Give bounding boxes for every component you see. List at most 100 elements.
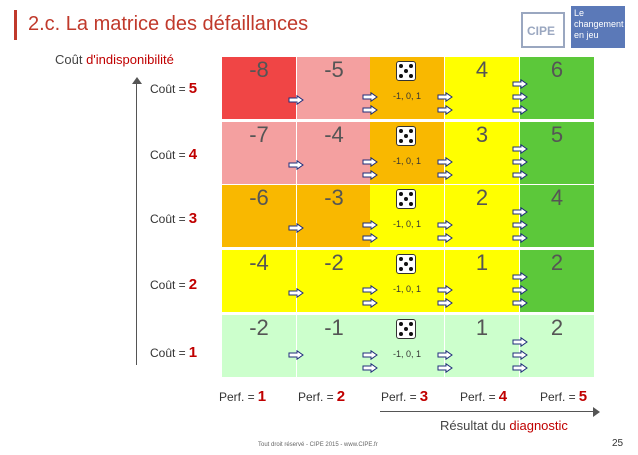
matrix-cell: 2 [445,185,519,247]
cost-label-value: 1 [188,344,198,361]
dice-icon [396,254,416,274]
cell-value: -4 [324,122,344,147]
cell-value: -1 [324,315,344,340]
dice-icon [396,319,416,339]
cost-label: Coût = 1 [150,344,197,361]
page-title: 2.c. La matrice des défaillances [28,13,309,35]
cost-label-value: 5 [188,80,198,97]
cost-label-prefix: Coût = [150,278,186,292]
cell-value: -2 [324,250,344,275]
right-arrow-icon [362,233,378,243]
cell-value: -8 [249,57,269,82]
cost-label-value: 3 [188,210,198,227]
right-arrow-icon [512,207,528,217]
cost-label: Coût = 3 [150,210,197,227]
logo-tagline-box: Le changement en jeu [571,6,625,48]
right-arrow-icon [512,170,528,180]
perf-label-prefix: Perf. = [540,390,576,404]
dice-icon [396,61,416,81]
cell-value: -2 [249,315,269,340]
dice-range-label: -1, 0, 1 [392,219,421,229]
right-arrow-icon [362,170,378,180]
right-arrow-icon [437,298,453,308]
cost-label-prefix: Coût = [150,212,186,226]
matrix-cell: -5 [297,57,371,119]
right-arrow-icon [512,79,528,89]
y-axis-title-highlight: d'indisponibilité [86,52,174,67]
matrix-cell: -2 [222,315,296,377]
cell-value: 5 [550,122,564,147]
right-arrow-icon [437,105,453,115]
y-axis-title: Coût d'indisponibilité [55,52,174,67]
right-arrow-icon [362,298,378,308]
perf-label: Perf. = 1 [219,388,266,405]
perf-label: Perf. = 4 [460,388,507,405]
matrix-cell: 1 [445,250,519,312]
matrix-cell: -8 [222,57,296,119]
matrix-cell: -3 [297,185,371,247]
right-arrow-icon [437,363,453,373]
dice-range-label: -1, 0, 1 [392,91,421,101]
cell-value: 1 [475,315,489,340]
right-arrow-icon [512,233,528,243]
right-arrow-icon [512,272,528,282]
x-axis-title: Résultat du diagnostic [440,418,568,433]
perf-label-prefix: Perf. = [298,390,334,404]
right-arrow-icon [512,144,528,154]
perf-label-value: 4 [498,388,508,405]
right-arrow-icon [288,350,304,360]
matrix-cell: -6 [222,185,296,247]
cell-value: 2 [550,250,564,275]
y-axis-arrow [136,82,137,365]
matrix-cell: 4 [445,57,519,119]
cell-value: -3 [324,185,344,210]
perf-label-prefix: Perf. = [460,390,496,404]
cell-value: 2 [550,315,564,340]
matrix-cell: 3 [445,122,519,184]
perf-label-value: 5 [578,388,588,405]
perf-label-prefix: Perf. = [381,390,417,404]
logo-mark: CIPE [521,12,565,48]
right-arrow-icon [437,92,453,102]
right-arrow-icon [512,337,528,347]
right-arrow-icon [437,233,453,243]
cell-value: 4 [475,57,489,82]
right-arrow-icon [437,350,453,360]
x-axis-title-prefix: Résultat du [440,418,510,433]
right-arrow-icon [288,160,304,170]
right-arrow-icon [512,298,528,308]
right-arrow-icon [512,157,528,167]
matrix-cell: -1 [297,315,371,377]
matrix-cell: -1, 0, 1 [370,122,444,184]
right-arrow-icon [362,92,378,102]
right-arrow-icon [437,170,453,180]
right-arrow-icon [288,288,304,298]
logo-tagline-1: Le [574,8,585,18]
right-arrow-icon [512,105,528,115]
cost-label-value: 4 [188,146,198,163]
page-number: 25 [612,438,624,449]
x-axis-arrowhead [593,407,600,417]
cost-label-prefix: Coût = [150,148,186,162]
perf-label: Perf. = 3 [381,388,428,405]
cost-label-value: 2 [188,276,198,293]
matrix-cell: -1, 0, 1 [370,315,444,377]
cell-value: 3 [475,122,489,147]
title-accent-bar [14,10,17,40]
x-axis-title-highlight: diagnostic [509,418,568,433]
right-arrow-icon [512,363,528,373]
right-arrow-icon [512,285,528,295]
logo-brand: CIPE [527,24,556,38]
matrix-cell: -4 [297,122,371,184]
matrix-cell: 1 [445,315,519,377]
perf-label: Perf. = 2 [298,388,345,405]
matrix-cell: 4 [520,185,594,247]
perf-label-prefix: Perf. = [219,390,255,404]
cell-value: 1 [475,250,489,275]
logo-tagline-2: changement [574,19,624,29]
right-arrow-icon [512,350,528,360]
matrix-cell: -1, 0, 1 [370,250,444,312]
cost-label: Coût = 4 [150,146,197,163]
matrix-cell: 2 [520,250,594,312]
perf-label-value: 3 [419,388,429,405]
